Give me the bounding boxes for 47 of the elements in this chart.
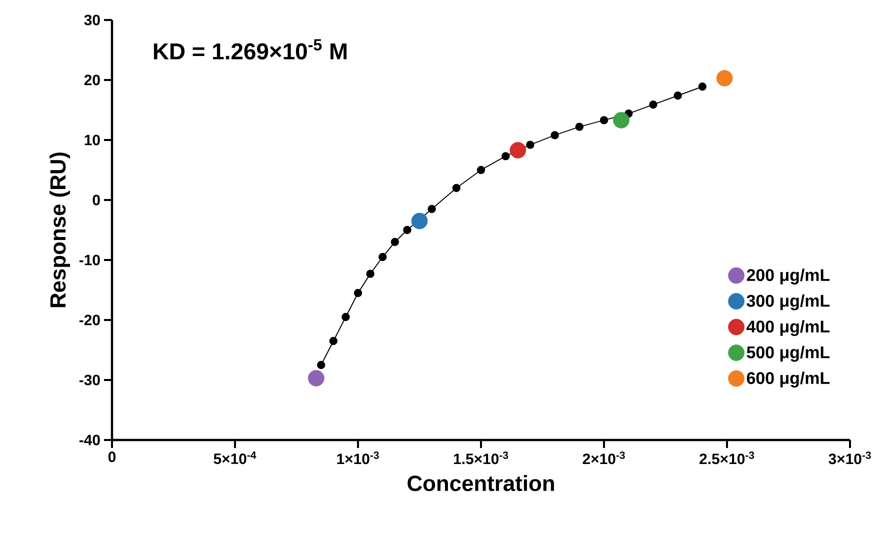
y-tick-label: 30 (84, 14, 100, 26)
point (329, 336, 338, 346)
x-tick-label: 1.5×10$^{-3}$ (454, 452, 508, 464)
point (411, 212, 428, 230)
x-axis-title: Concentration (408, 475, 554, 492)
x-tick-label: 3×10$^{-3}$ (828, 452, 871, 464)
y-tick-label: 0 (92, 194, 100, 206)
legend-label: 500 μg/mL (746, 346, 830, 362)
legend-label: 400 μg/mL (746, 320, 830, 336)
point (476, 166, 486, 174)
point (366, 270, 374, 278)
point (502, 152, 510, 160)
point (317, 360, 326, 370)
point (428, 204, 436, 214)
point (390, 238, 400, 246)
y-tick-label: -40 (79, 434, 100, 446)
point (452, 184, 461, 192)
y-tick-label: -10 (79, 254, 100, 266)
y-tick-label: 20 (84, 74, 100, 86)
point (308, 370, 324, 386)
point (600, 116, 608, 124)
y-tick-label: -30 (79, 374, 100, 386)
point (674, 91, 682, 100)
legend-label: 200 μg/mL (746, 268, 830, 285)
x-tick-label: 1×10$^{-3}$ (337, 452, 379, 464)
point (354, 288, 362, 298)
y-tick-label: 10 (84, 134, 100, 146)
point (649, 100, 658, 109)
y-tick-label: -20 (79, 314, 100, 326)
x-tick-label: 2×10$^{-3}$ (582, 452, 625, 464)
annotation: KD = 1.269×10$^{-5}$ M (154, 39, 347, 60)
point (698, 82, 707, 91)
point (613, 112, 630, 128)
point (575, 122, 584, 131)
point (342, 312, 350, 322)
legend-label: 600 μg/mL (746, 372, 830, 388)
point (550, 131, 559, 140)
x-tick-label: 2.5×10$^{-3}$ (700, 452, 754, 464)
y-axis-title: Response (RU) (50, 152, 70, 308)
point (716, 70, 733, 86)
x-tick-label: 0 (108, 452, 116, 462)
point (378, 252, 387, 262)
legend-label: 300 μg/mL (746, 294, 830, 310)
point (510, 142, 526, 158)
point (526, 140, 534, 149)
x-tick-label: 5×10$^{-4}$ (214, 452, 256, 464)
point (403, 226, 412, 234)
